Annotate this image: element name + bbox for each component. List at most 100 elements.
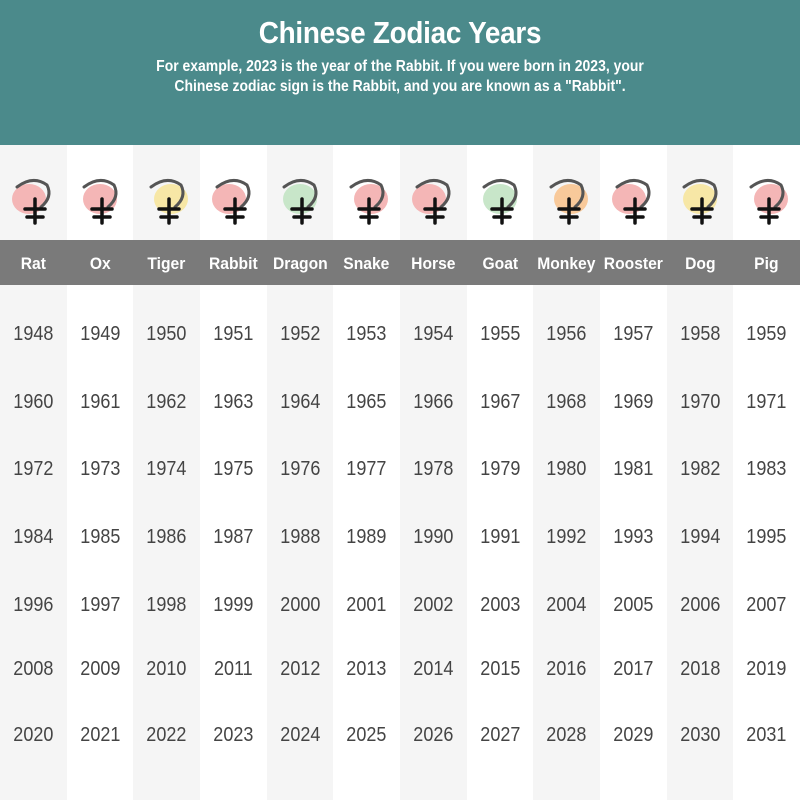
year-cell: 1984 xyxy=(13,526,54,548)
year-cell: 2026 xyxy=(413,724,454,746)
year-cell: 1993 xyxy=(613,526,654,548)
year-cell: 1978 xyxy=(413,458,454,480)
year-cell: 2029 xyxy=(613,724,654,746)
subtitle-line-1: For example, 2023 is the year of the Rab… xyxy=(156,58,644,75)
year-cell: 2007 xyxy=(746,594,787,616)
column-rabbit: 1951 1963 1975 1987 1999 2011 2023 xyxy=(200,145,267,800)
sign-name-snake: Snake xyxy=(343,254,390,273)
sign-name-pig: Pig xyxy=(754,254,779,273)
year-cell: 1969 xyxy=(613,391,654,413)
column-snake: 1953 1965 1977 1989 2001 2013 2025 xyxy=(333,145,400,800)
zodiac-header-row: Rat Ox Tiger Rabbit Dragon Snake Horse Goat Monk… xyxy=(0,240,800,285)
year-cell: 1971 xyxy=(746,391,787,413)
year-cell: 2021 xyxy=(79,724,121,746)
year-cell: 1949 xyxy=(79,323,121,345)
sign-name-dragon: Dragon xyxy=(272,254,328,273)
sign-name-rat: Rat xyxy=(20,254,46,273)
year-cell: 1998 xyxy=(146,594,187,616)
column-rooster: 1957 1969 1981 1993 2005 2017 2029 xyxy=(600,145,667,800)
tiger-icon xyxy=(137,157,197,237)
year-cell: 1970 xyxy=(680,391,721,413)
year-cell: 2025 xyxy=(346,724,387,746)
year-cell: 1953 xyxy=(346,323,387,345)
year-cell: 1964 xyxy=(279,391,321,413)
year-cell: 1951 xyxy=(213,323,254,345)
page-title: Chinese Zodiac Years xyxy=(258,15,542,50)
year-cell: 2022 xyxy=(146,724,187,746)
sign-name-rooster: Rooster xyxy=(603,254,663,273)
year-cell: 2010 xyxy=(146,658,187,680)
year-cell: 1985 xyxy=(79,526,121,548)
year-cell: 1983 xyxy=(746,458,787,480)
year-cell: 1972 xyxy=(13,458,54,480)
year-cell: 1959 xyxy=(746,323,787,345)
sign-name-rabbit: Rabbit xyxy=(209,254,258,273)
year-cell: 1960 xyxy=(13,391,54,413)
sign-name-ox: Ox xyxy=(89,254,111,273)
year-cell: 2011 xyxy=(213,658,253,680)
year-cell: 2019 xyxy=(746,658,787,680)
year-cell: 1948 xyxy=(13,323,54,345)
column-pig: 1959 1971 1983 1995 2007 2019 2031 xyxy=(733,145,800,800)
year-cell: 1980 xyxy=(546,458,587,480)
goat-icon xyxy=(470,157,530,237)
year-cell: 2004 xyxy=(546,594,587,616)
year-cell: 1997 xyxy=(79,594,121,616)
year-cell: 1990 xyxy=(413,526,454,548)
year-cell: 1988 xyxy=(279,526,321,548)
year-cell: 1965 xyxy=(346,391,387,413)
year-cell: 2030 xyxy=(680,724,721,746)
year-cell: 1999 xyxy=(213,594,254,616)
year-cell: 2006 xyxy=(680,594,721,616)
year-cell: 2014 xyxy=(413,658,454,680)
sign-name-tiger: Tiger xyxy=(147,254,186,273)
year-cell: 2005 xyxy=(613,594,654,616)
horse-icon xyxy=(403,157,463,237)
year-cell: 1950 xyxy=(146,323,187,345)
year-cell: 1968 xyxy=(546,391,587,413)
year-cell: 2023 xyxy=(213,724,254,746)
year-cell: 2031 xyxy=(746,724,787,746)
sign-name-goat: Goat xyxy=(482,254,518,273)
year-cell: 1955 xyxy=(480,323,521,345)
monkey-icon xyxy=(537,157,597,237)
dragon-icon xyxy=(270,157,330,237)
sign-name-dog: Dog xyxy=(684,254,716,273)
year-cell: 1977 xyxy=(346,458,387,480)
year-cell: 1989 xyxy=(346,526,387,548)
year-cell: 1967 xyxy=(480,391,521,413)
year-cell: 1975 xyxy=(213,458,254,480)
year-cell: 1954 xyxy=(413,323,454,345)
year-cell: 2009 xyxy=(79,658,121,680)
year-cell: 1982 xyxy=(680,458,721,480)
year-cell: 1986 xyxy=(146,526,187,548)
year-cell: 1979 xyxy=(480,458,521,480)
year-cell: 2017 xyxy=(613,658,654,680)
year-cell: 1987 xyxy=(213,526,254,548)
pig-icon xyxy=(737,157,797,237)
rooster-icon xyxy=(603,157,663,237)
year-cell: 1963 xyxy=(213,391,254,413)
year-cell: 2002 xyxy=(413,594,454,616)
year-cell: 1973 xyxy=(79,458,121,480)
year-cell: 1957 xyxy=(613,323,654,345)
year-cell: 2015 xyxy=(480,658,521,680)
year-cell: 1962 xyxy=(146,391,187,413)
year-cell: 2001 xyxy=(346,594,387,616)
year-cell: 1976 xyxy=(279,458,321,480)
year-cell: 2012 xyxy=(279,658,321,680)
year-cell: 2008 xyxy=(13,658,54,680)
year-cell: 1961 xyxy=(79,391,121,413)
year-cell: 2000 xyxy=(279,594,321,616)
column-goat: 1955 1967 1979 1991 2003 2015 2027 xyxy=(467,145,534,800)
year-cell: 1958 xyxy=(680,323,721,345)
rabbit-icon xyxy=(203,157,263,237)
header-banner: Chinese Zodiac Years For example, 2023 i… xyxy=(0,0,800,145)
year-cell: 2013 xyxy=(346,658,387,680)
year-cell: 1974 xyxy=(146,458,187,480)
sign-name-horse: Horse xyxy=(411,254,456,273)
snake-icon xyxy=(337,157,397,237)
year-cell: 2020 xyxy=(13,724,54,746)
year-cell: 1981 xyxy=(613,458,654,480)
year-cell: 1966 xyxy=(413,391,454,413)
